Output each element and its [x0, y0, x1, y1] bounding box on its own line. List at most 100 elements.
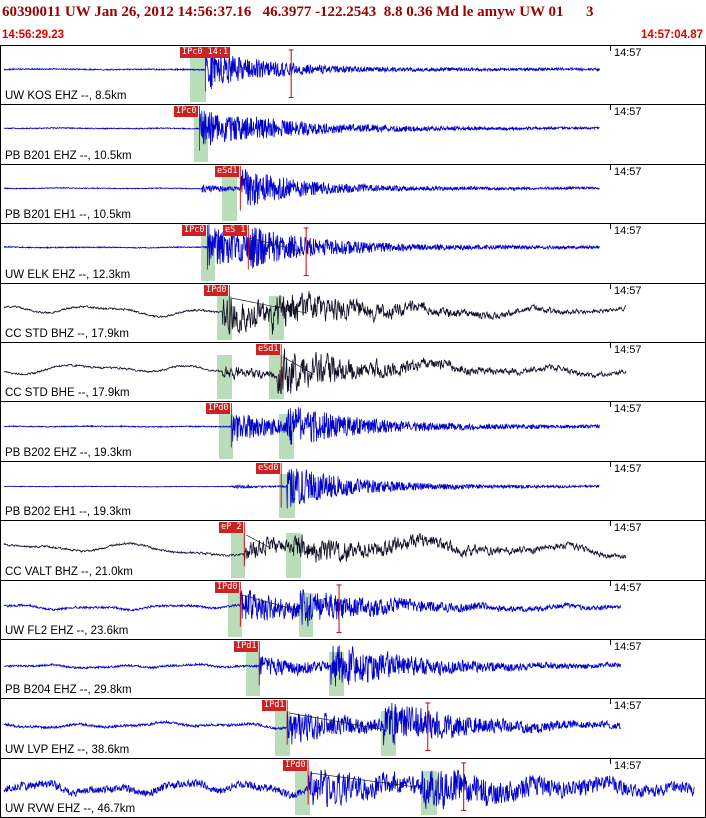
station-label: UW RVW EHZ --, 46.7km [5, 803, 136, 816]
pick-flag[interactable]: eSd1 [256, 343, 281, 355]
minute-label: 14:57 [614, 522, 642, 535]
waveform [3, 581, 621, 633]
seismogram-trace [3, 407, 600, 445]
trace-panel-stack: IPc0 14:1 14:57 UW KOS EHZ --, 8.5km IPc0 14… [0, 45, 706, 818]
pick-flag[interactable]: eS 1 [223, 225, 248, 237]
trace-panel-pb-b202-ehz[interactable]: IPd0 14:57 PB B202 EHZ --, 19.3km [1, 401, 705, 461]
minute-label: 14:57 [614, 759, 642, 772]
station-label: UW ELK EHZ --, 12.3km [5, 268, 131, 281]
minute-tick [610, 224, 611, 230]
window-end-time: 14:57:04.87 [640, 29, 703, 41]
seismogram-trace [3, 111, 600, 146]
pick-flag[interactable]: IPc0 [174, 106, 199, 118]
seismogram-trace [3, 468, 600, 509]
pick-flag[interactable]: eSd0 [256, 462, 281, 474]
minute-tick [610, 105, 611, 111]
window-start-time: 14:56:29.23 [2, 29, 65, 41]
station-label: CC STD BHE --, 17.9km [5, 387, 130, 400]
seismogram-trace [3, 769, 695, 810]
seismogram-trace [3, 50, 600, 89]
minute-label: 14:57 [614, 700, 642, 713]
minute-label: 14:57 [614, 403, 642, 416]
pick-leader-line [310, 772, 425, 789]
phase-highlight-band [219, 414, 233, 459]
minute-tick [610, 164, 611, 170]
station-label: UW FL2 EHZ --, 23.6km [5, 624, 129, 637]
minute-tick [610, 342, 611, 348]
minute-tick [610, 639, 611, 645]
pick-flag[interactable]: IPd0 [206, 403, 231, 415]
seismogram-trace [3, 348, 627, 394]
minute-label: 14:57 [614, 640, 642, 653]
waveform [3, 46, 600, 98]
minute-tick [610, 46, 611, 51]
waveform [3, 640, 621, 687]
trace-panel-cc-std-bhz[interactable]: IPd0 14:57 CC STD BHZ --, 17.9km [1, 282, 705, 342]
seismogram-trace [3, 533, 627, 564]
event-header: 60390011 UW Jan 26, 2012 14:56:37.16 46.… [2, 4, 594, 20]
minute-tick [610, 402, 611, 408]
waveform [3, 700, 621, 752]
pick-flag[interactable]: IPc0 [182, 225, 207, 237]
seismogram-trace [3, 168, 600, 206]
pick-flag[interactable]: IPd0 [215, 581, 240, 593]
minute-label: 14:57 [614, 284, 642, 297]
station-label: CC STD BHZ --, 17.9km [5, 327, 129, 340]
trace-panel-uw-elk-ehz[interactable]: IPc0 eS 1 14:57 UW ELK EHZ --, 12.3km [1, 223, 705, 283]
station-label: CC VALT BHZ --, 21.0km [5, 565, 133, 578]
pick-leader-line [242, 594, 298, 611]
pick-flag[interactable]: eSd1 [215, 165, 240, 177]
trace-panel-cc-valt-bhz[interactable]: eP 2 14:57 CC VALT BHZ --, 21.0km [1, 520, 705, 580]
trace-panel-uw-kos-ehz[interactable]: IPc0 14:1 14:57 UW KOS EHZ --, 8.5km [1, 45, 705, 105]
waveform [3, 403, 600, 448]
waveform [3, 224, 600, 277]
minute-tick [610, 283, 611, 289]
trace-panel-pb-b201-eh1[interactable]: eSd1 14:57 PB B201 EH1 --, 10.5km [1, 163, 705, 224]
pick-flag[interactable]: IPc0 14:1 [180, 47, 231, 58]
waveform [3, 522, 627, 567]
minute-label: 14:57 [614, 106, 642, 119]
waveform [3, 462, 600, 509]
pick-leader-line [250, 237, 300, 252]
station-label: PB B202 EH1 --, 19.3km [5, 506, 131, 519]
pick-flag[interactable]: IPd0 [283, 759, 308, 771]
seismogram-trace [3, 224, 600, 269]
waveform [3, 343, 627, 394]
phase-highlight-band [246, 651, 260, 697]
pick-leader-line [246, 534, 272, 549]
waveform [3, 759, 695, 811]
pick-leader-line [231, 297, 308, 314]
phase-highlight-band [295, 770, 310, 816]
trace-panel-cc-std-bhe[interactable]: eSd1 14:57 CC STD BHE --, 17.9km [1, 341, 705, 402]
minute-tick [610, 699, 611, 705]
station-label: UW KOS EHZ --, 8.5km [5, 90, 127, 103]
pick-flag[interactable]: IPd1 [234, 640, 259, 652]
trace-panel-uw-lvp-ehz[interactable]: IPd1 14:57 UW LVP EHZ --, 38.6km [1, 698, 705, 758]
seismogram-trace [3, 588, 621, 627]
trace-panel-pb-b202-eh1[interactable]: eSd0 14:57 PB B202 EH1 --, 19.3km [1, 460, 705, 521]
station-label: PB B201 EHZ --, 10.5km [5, 149, 132, 162]
time-window-bar: 14:56:29.23 14:57:04.87 [0, 28, 706, 45]
pick-flag[interactable]: IPd0 [204, 284, 229, 296]
seismogram-trace [3, 645, 621, 687]
minute-tick [610, 758, 611, 764]
trace-panel-pb-b204-ehz[interactable]: IPd1 14:57 PB B204 EHZ --, 29.8km [1, 638, 705, 699]
trace-panel-pb-b201-ehz[interactable]: IPc0 14:57 PB B201 EHZ --, 10.5km [1, 104, 705, 164]
waveform [3, 106, 600, 151]
minute-tick [610, 461, 611, 467]
minute-tick [610, 521, 611, 527]
station-label: PB B201 EH1 --, 10.5km [5, 209, 131, 222]
seismogram-trace [3, 290, 627, 335]
pick-leader-line [289, 712, 386, 731]
waveform [3, 284, 627, 335]
trace-panel-uw-fl2-ehz[interactable]: IPd0 14:57 UW FL2 EHZ --, 23.6km [1, 579, 705, 639]
trace-panel-uw-rvw-ehz[interactable]: IPd0 14:57 UW RVW EHZ --, 46.7km [1, 757, 705, 818]
minute-label: 14:57 [614, 462, 642, 475]
minute-label: 14:57 [614, 581, 642, 594]
station-label: PB B204 EHZ --, 29.8km [5, 684, 132, 697]
pick-flag[interactable]: IPd1 [262, 700, 287, 712]
seismogram-trace [3, 703, 621, 746]
station-label: UW LVP EHZ --, 38.6km [5, 743, 130, 756]
phase-highlight-band [275, 711, 290, 756]
pick-flag[interactable]: eP 2 [219, 522, 244, 534]
